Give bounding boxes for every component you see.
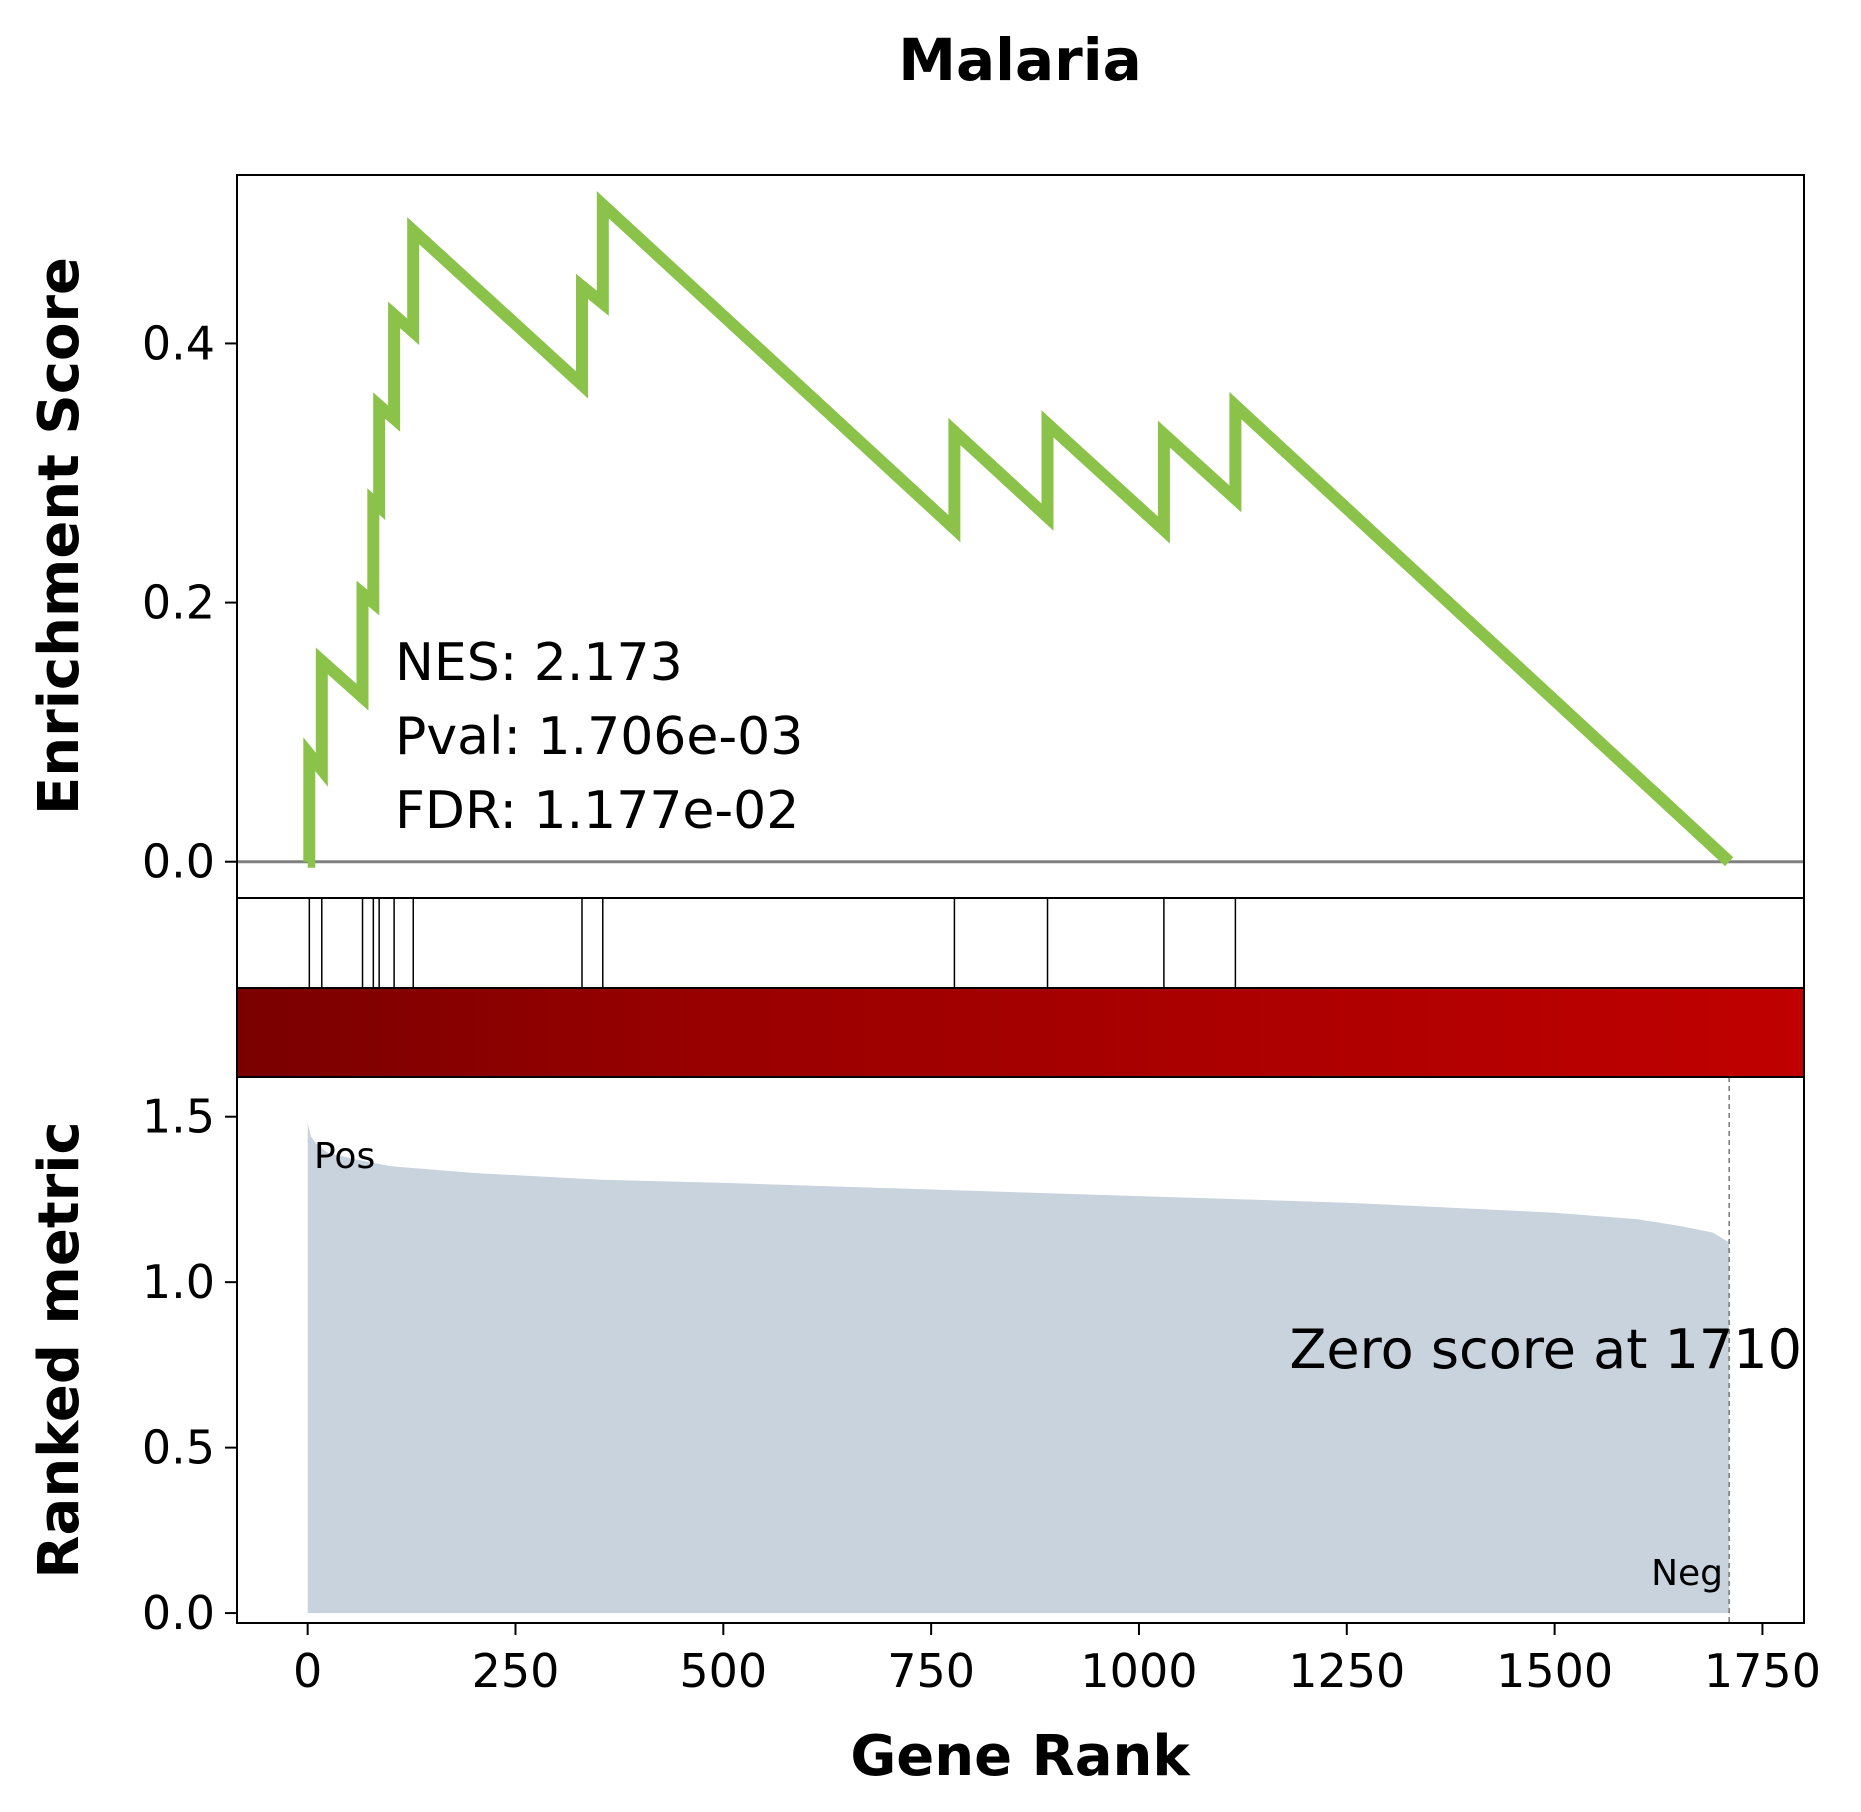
rank-panel: Pos Neg Zero score at 1710 0.0 0.5 1.0 1.5 [142,1076,1805,1640]
x-tick-label: 500 [679,1644,767,1698]
pos-label: Pos [314,1136,375,1177]
hits-frame [236,897,1805,989]
rank-y-tick-label: 0.5 [142,1421,215,1475]
rank-y-axis-title: Ranked metric [27,1121,92,1578]
x-tick-label: 0 [293,1644,322,1698]
x-tick-label: 250 [472,1644,560,1698]
es-y-ticks: 0.0 0.2 0.4 [142,316,237,889]
x-tick-label: 1500 [1496,1644,1613,1698]
rank-y-tick-label: 0.0 [142,1586,215,1640]
x-tick-label: 1000 [1080,1644,1197,1698]
fdr-label: FDR: 1.177e-02 [395,781,799,841]
rank-heatmap-strip [236,987,1805,1078]
x-tick-label: 750 [887,1644,975,1698]
es-y-tick-label: 0.2 [142,576,215,630]
hit-lines [308,898,1237,988]
es-series-line [303,191,1734,868]
x-axis-ticks: 0 250 500 750 1000 1250 1500 1750 [293,1623,1821,1698]
neg-label: Neg [1651,1553,1723,1594]
zero-score-label: Zero score at 1710 [1289,1318,1802,1381]
rank-y-tick-label: 1.0 [142,1255,215,1309]
es-y-tick-label: 0.4 [142,316,215,370]
rank-y-ticks: 0.0 0.5 1.0 1.5 [142,1090,237,1640]
es-panel: 0.0 0.2 0.4 NES: 2.173 Pval: 1.706e-03 FDR… [142,174,1805,899]
x-axis-title: Gene Rank [850,1724,1191,1789]
es-y-axis-title: Enrichment Score [27,257,92,815]
es-y-tick-label: 0.0 [142,835,215,889]
nes-label: NES: 2.173 [395,633,683,693]
ranked-metric-area [307,1123,1730,1614]
rank-frame [236,1076,1805,1624]
pval-label: Pval: 1.706e-03 [395,707,803,767]
chart-title: Malaria [898,26,1142,94]
x-tick-label: 1750 [1704,1644,1821,1698]
x-tick-label: 1250 [1288,1644,1405,1698]
rank-y-tick-label: 1.5 [142,1090,215,1144]
hits-panel [236,897,1805,989]
